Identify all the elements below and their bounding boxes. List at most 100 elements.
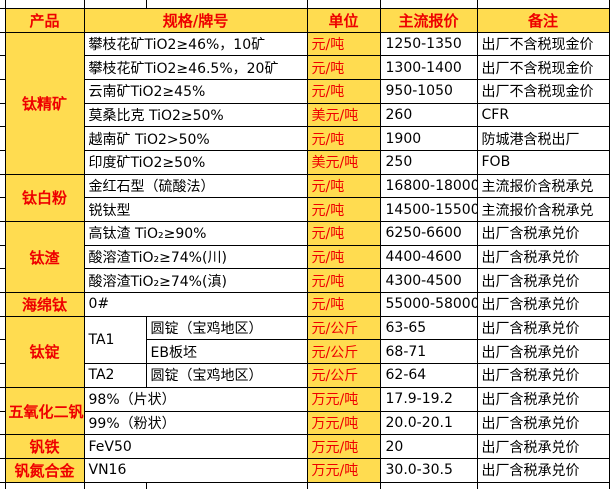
empty-cell [306, 481, 381, 489]
table-row: 锐钛型 元/吨 14500-15500 主流报价含税承兑 [0, 197, 610, 222]
product-cell: 钛精矿 [4, 31, 85, 175]
grid-stub [0, 244, 6, 270]
remark-cell: 出厂含税承兑价 [476, 363, 610, 388]
price-cell: 16800-18000 [379, 173, 478, 199]
unit-cell: 元/公斤 [306, 315, 381, 341]
unit-cell: 元/吨 [306, 78, 381, 104]
table-row: 钒铁 FeV50 万元/吨 20 出厂含税承兑价 [0, 434, 610, 459]
empty-cell [145, 481, 308, 489]
price-cell: 63-65 [379, 315, 478, 341]
table-row: 酸溶渣TiO₂≥74%(川) 元/吨 4400-4600 出厂含税承兑价 [0, 244, 610, 270]
remark-cell: 出厂含税承兑价 [476, 268, 610, 294]
table-row: 海绵钛 0# 元/吨 55000-58000 出厂含税承兑价 [0, 292, 610, 317]
spec-form-cell: 圆锭（宝鸡地区） [145, 363, 308, 388]
product-cell: 钛渣 [4, 220, 85, 294]
remark-cell: 主流报价含税承兑 [476, 173, 610, 199]
unit-cell: 元/吨 [306, 173, 381, 199]
product-cell: 钛白粉 [4, 173, 85, 223]
unit-cell: 万元/吨 [306, 410, 381, 436]
unit-cell: 元/吨 [306, 197, 381, 222]
spec-cell: 金红石型（硫酸法） [83, 173, 308, 199]
spec-cell: 锐钛型 [83, 197, 308, 222]
remark-cell: 出厂含税承兑价 [476, 457, 610, 483]
unit-cell: 元/公斤 [306, 363, 381, 388]
product-cell: 钒铁 [4, 434, 85, 459]
unit-cell: 万元/吨 [306, 457, 381, 483]
remark-cell: 防城港含税出厂 [476, 126, 610, 151]
table-row: 攀枝花矿TiO2≥46.5%，20矿 元/吨 1300-1400 出厂不含税现金… [0, 55, 610, 80]
remark-cell: 出厂含税承兑价 [476, 315, 610, 341]
unit-cell: 美元/吨 [306, 102, 381, 128]
table-row: 莫桑比克 TiO2≥50% 美元/吨 260 CFR [0, 102, 610, 128]
grid-stub [0, 197, 6, 222]
table-row: 云南矿TiO2≥45% 元/吨 950-1050 出厂不含税现金价 [0, 78, 610, 104]
unit-cell: 元/吨 [306, 126, 381, 151]
partial-row-top [0, 0, 610, 9]
table-row: 钛渣 高钛渣 TiO₂≥90% 元/吨 6250-6600 出厂含税承兑价 [0, 220, 610, 294]
spec-cell: 98%（片状） [83, 386, 308, 412]
grid-stub [0, 410, 6, 436]
table-row: EB板坯 元/公斤 68-71 出厂含税承兑价 [0, 339, 610, 365]
spec-cell: 99%（粉状） [83, 410, 308, 436]
unit-cell: 元/公斤 [306, 339, 381, 365]
spec-form-cell: EB板坯 [145, 339, 308, 365]
price-cell: 1900 [379, 126, 478, 151]
product-cell: 钒氮合金 [4, 457, 85, 483]
unit-cell: 美元/吨 [306, 149, 381, 175]
empty-cell [379, 481, 478, 489]
spec-form-cell: 圆锭（宝鸡地区） [145, 315, 308, 341]
spec-cell: VN16 [83, 457, 308, 483]
spec-cell: FeV50 [83, 434, 308, 459]
price-cell: 4300-4500 [379, 268, 478, 294]
spec-cell: 印度矿TiO2≥50% [83, 149, 308, 175]
spec-cell: 酸溶渣TiO₂≥74%(川) [83, 244, 308, 270]
spec-cell: 攀枝花矿TiO2≥46.5%，20矿 [83, 55, 308, 80]
empty-cell [83, 0, 147, 9]
price-cell: 68-71 [379, 339, 478, 365]
unit-cell: 元/吨 [306, 31, 381, 57]
spec-cell: 莫桑比克 TiO2≥50% [83, 102, 308, 128]
price-cell: 14500-15500 [379, 197, 478, 222]
empty-cell [306, 0, 381, 9]
spec-cell: 酸溶渣TiO₂≥74%(滇) [83, 268, 308, 294]
empty-cell [476, 481, 610, 489]
grid-stub [0, 126, 6, 151]
price-cell: 1250-1350 [379, 31, 478, 57]
product-cell: 海绵钛 [4, 292, 85, 317]
price-cell: 30.0-30.5 [379, 457, 478, 483]
remark-cell: FOB [476, 149, 610, 175]
price-cell: 1300-1400 [379, 55, 478, 80]
remark-cell: 出厂含税承兑价 [476, 244, 610, 270]
price-cell: 260 [379, 102, 478, 128]
empty-cell [4, 0, 85, 9]
remark-cell: 出厂含税承兑价 [476, 410, 610, 436]
empty-cell [4, 481, 85, 489]
unit-cell: 元/吨 [306, 244, 381, 270]
price-cell: 20 [379, 434, 478, 459]
remark-cell: CFR [476, 102, 610, 128]
grid-stub [0, 363, 6, 388]
remark-cell: 出厂含税承兑价 [476, 339, 610, 365]
unit-cell: 元/吨 [306, 268, 381, 294]
spec-cell: 高钛渣 TiO₂≥90% [83, 221, 308, 246]
table-row: 钒氮合金 VN16 万元/吨 30.0-30.5 出厂含税承兑价 [0, 457, 610, 483]
price-cell: 20.0-20.1 [379, 410, 478, 436]
empty-cell [379, 0, 478, 9]
empty-cell [83, 481, 147, 489]
spec-cell: 0# [83, 292, 308, 317]
table-row: 钛锭 TA1 圆锭（宝鸡地区） 元/公斤 63-65 出厂含税承兑价 [0, 315, 610, 388]
product-cell: 钛锭 [4, 315, 85, 388]
remark-cell: 出厂不含税现金价 [476, 78, 610, 104]
spec-cell: 云南矿TiO2≥45% [83, 78, 308, 104]
price-cell: 250 [379, 149, 478, 175]
table-row: 酸溶渣TiO₂≥74%(滇) 元/吨 4300-4500 出厂含税承兑价 [0, 268, 610, 294]
remark-cell: 主流报价含税承兑 [476, 197, 610, 222]
grid-stub [0, 339, 6, 365]
unit-cell: 元/吨 [306, 292, 381, 317]
remark-cell: 出厂含税承兑价 [476, 386, 610, 412]
remark-cell: 出厂不含税现金价 [476, 55, 610, 80]
table-row: TA2 圆锭（宝鸡地区） 元/公斤 62-64 出厂含税承兑价 [0, 363, 610, 388]
price-cell: 62-64 [379, 363, 478, 388]
